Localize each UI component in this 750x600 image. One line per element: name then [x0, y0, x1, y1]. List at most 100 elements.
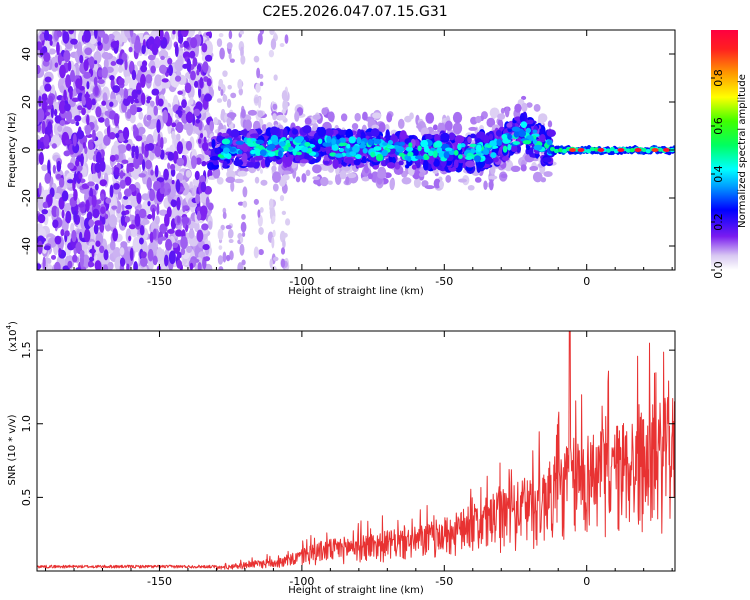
spectrogram-cell	[105, 197, 112, 204]
spectrogram-cell	[260, 179, 268, 186]
spectrogram-cell	[253, 55, 260, 63]
spectrogram-cell	[542, 157, 552, 163]
spectrogram-cell	[204, 93, 212, 102]
spectrogram-cell	[507, 143, 512, 151]
spectrogram-cell	[239, 243, 245, 256]
spectrogram-x-tick-label: -150	[147, 275, 172, 288]
spectrogram-cell	[190, 155, 197, 169]
spectrogram-cell	[420, 139, 429, 148]
spectrogram-cell	[361, 176, 370, 182]
spectrogram-cell	[44, 172, 51, 184]
spectrogram-cell	[230, 92, 237, 99]
spectrogram-cell	[56, 30, 63, 38]
spectrogram-cell	[220, 224, 225, 231]
spectrogram-cell	[522, 140, 532, 145]
spectrogram-cell	[340, 113, 348, 122]
spectrogram-cell	[77, 105, 83, 111]
spectrogram-cell	[521, 95, 527, 101]
spectrogram-cell	[87, 141, 94, 151]
spectrogram-cell	[85, 91, 90, 103]
spectrogram-cell	[269, 126, 279, 136]
spectrogram-cell	[284, 34, 289, 44]
spectrogram-cell	[44, 76, 52, 83]
spectrogram-cell	[141, 193, 150, 201]
spectrogram-cell	[255, 139, 265, 145]
spectrogram-cell	[301, 146, 309, 153]
spectrogram-cell	[188, 229, 195, 239]
spectrogram-cell	[75, 121, 80, 127]
spectrogram-cell	[271, 215, 276, 223]
colorbar-gradient	[711, 30, 738, 270]
spectrogram-cell	[206, 78, 212, 87]
snr-multiplier-base: (x10	[8, 329, 19, 352]
spectrogram-x-tick-label: 0	[583, 275, 590, 288]
spectrogram-cell	[296, 151, 302, 156]
spectrogram-cell	[483, 180, 488, 191]
spectrogram-cell	[218, 266, 224, 270]
spectrogram-cell	[119, 257, 126, 267]
spectrogram-cell	[352, 145, 360, 153]
spectrogram-cell	[195, 193, 201, 204]
spectrogram-cell	[249, 129, 257, 135]
spectrogram-cell	[445, 147, 453, 152]
spectrogram-cell	[244, 119, 252, 131]
spectrogram-cell	[44, 111, 51, 116]
spectrogram-cell	[46, 193, 53, 207]
spectrogram-cell	[79, 178, 86, 184]
spectrogram-cell	[201, 42, 208, 53]
spectrogram-cell	[514, 103, 522, 113]
spectrogram-cell	[54, 115, 62, 124]
spectrogram-cell	[140, 73, 146, 88]
spectrogram-cell	[457, 143, 462, 151]
spectrogram-cell	[235, 140, 245, 145]
spectrogram-cell	[108, 131, 116, 140]
spectrogram-cell	[550, 147, 556, 152]
spectrogram-cell	[120, 241, 128, 249]
spectrogram-cell	[75, 159, 80, 167]
spectrogram-cell	[159, 187, 165, 195]
spectrogram-cell	[496, 138, 503, 147]
spectrogram-cell	[199, 205, 208, 217]
spectrogram-cell	[119, 247, 125, 256]
spectrogram-cell	[99, 160, 106, 172]
spectrogram-cell	[171, 130, 176, 140]
spectrogram-cell	[529, 165, 539, 172]
spectrogram-cell	[208, 220, 213, 230]
spectrogram-cell	[181, 99, 187, 109]
spectrogram-cell	[268, 143, 276, 149]
spectrogram-cell	[110, 40, 119, 49]
spectrogram-cell	[258, 249, 264, 256]
spectrogram-cell	[398, 152, 405, 157]
spectrogram-cell	[65, 74, 72, 89]
spectrogram-cell	[213, 116, 219, 126]
spectrogram-cell	[116, 94, 122, 103]
spectrogram-cell	[133, 261, 138, 270]
spectrogram-cell	[151, 88, 160, 96]
spectrogram-cell	[84, 124, 91, 136]
spectrogram-cell	[129, 247, 134, 261]
spectrogram-cell	[176, 141, 184, 155]
spectrogram-cell	[488, 175, 498, 180]
spectrogram-cell	[67, 179, 74, 184]
spectrogram-cell	[156, 247, 164, 262]
spectrogram-cell	[152, 228, 157, 240]
spectrogram-cell	[84, 228, 91, 243]
spectrogram-cell	[259, 149, 267, 157]
spectrogram-cell	[147, 214, 153, 220]
spectrogram-cell	[41, 93, 48, 102]
spectrogram-cell	[160, 136, 164, 150]
spectrogram-cell	[282, 239, 286, 249]
spectrogram-cell	[153, 105, 158, 116]
spectrogram-cell	[242, 200, 248, 208]
spectrogram-cell	[61, 190, 69, 202]
spectrogram-cell	[84, 47, 93, 56]
spectrogram-cell	[360, 141, 365, 145]
spectrogram-cell	[52, 164, 57, 174]
spectrogram-cell	[98, 117, 105, 123]
spectrogram-cell	[241, 152, 248, 164]
spectrogram-cell	[240, 46, 244, 58]
spectrogram-cell	[229, 147, 237, 153]
spectrogram-cell	[193, 108, 201, 117]
spectrogram-cell	[253, 246, 259, 259]
spectrogram-cell	[112, 246, 122, 260]
